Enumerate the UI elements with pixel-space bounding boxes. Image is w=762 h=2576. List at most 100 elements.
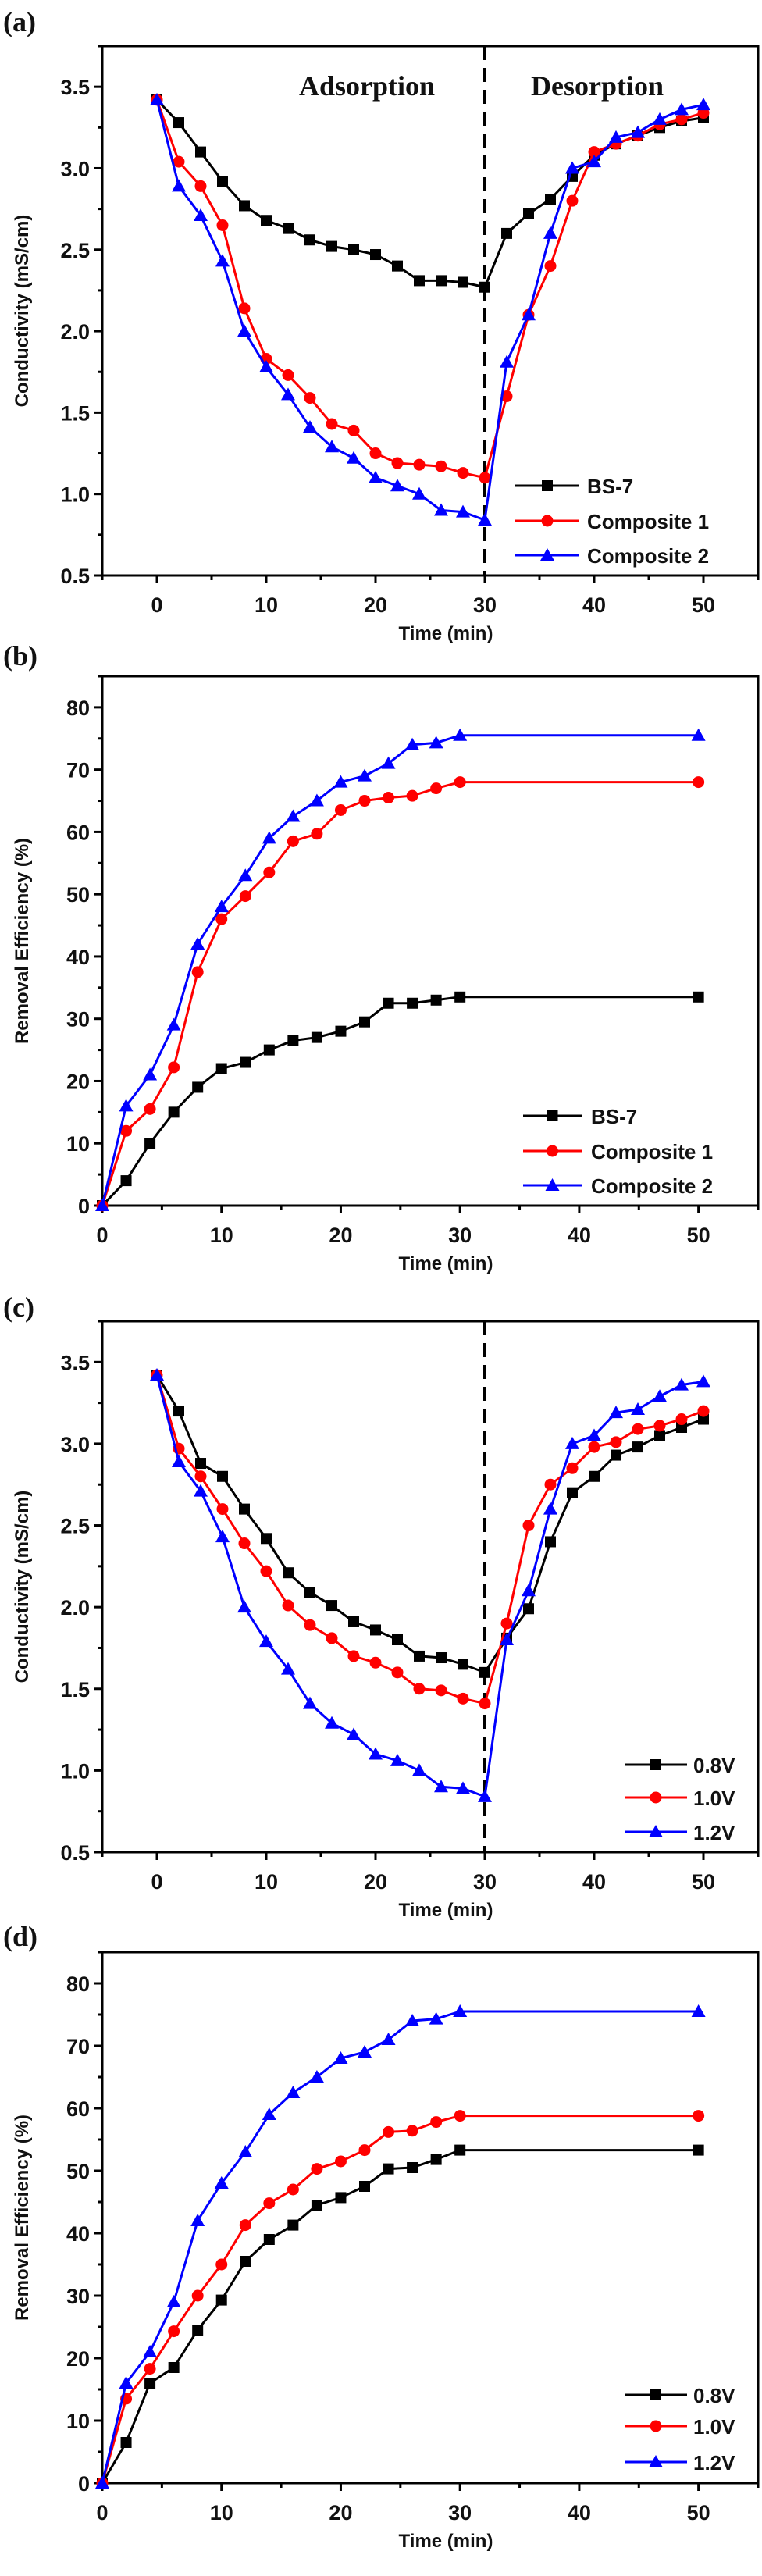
x-tick-label: 0 bbox=[96, 2501, 108, 2524]
data-point bbox=[262, 2107, 276, 2120]
data-point bbox=[190, 936, 205, 950]
data-point bbox=[144, 1138, 156, 1149]
data-point bbox=[215, 1063, 227, 1074]
data-point bbox=[239, 1503, 250, 1515]
data-point bbox=[283, 1567, 294, 1579]
legend-label: Composite 1 bbox=[587, 510, 709, 533]
data-point bbox=[172, 1454, 186, 1467]
data-point bbox=[434, 503, 448, 516]
x-tick-label: 20 bbox=[364, 1870, 387, 1894]
legend-label: 1.0V bbox=[693, 1787, 735, 1810]
y-tick-label: 0 bbox=[78, 1195, 90, 1218]
legend-marker bbox=[650, 1791, 662, 1804]
data-point bbox=[214, 900, 229, 913]
data-point bbox=[412, 1763, 426, 1776]
series-bs-7 bbox=[151, 94, 709, 293]
data-point bbox=[654, 1430, 665, 1441]
y-tick-label: 1.0 bbox=[60, 483, 90, 507]
y-tick-label: 0 bbox=[78, 2472, 90, 2496]
data-point bbox=[214, 2176, 229, 2189]
data-point bbox=[588, 146, 600, 159]
y-tick-label: 3.0 bbox=[60, 1433, 90, 1456]
series-bs-7 bbox=[97, 991, 704, 1211]
y-axis-title: Removal Efficiency (%) bbox=[12, 838, 33, 1044]
data-point bbox=[239, 2219, 251, 2232]
data-point bbox=[501, 227, 512, 239]
data-point bbox=[194, 208, 208, 221]
data-point bbox=[119, 2376, 134, 2389]
data-point bbox=[454, 2144, 466, 2156]
data-point bbox=[309, 2070, 324, 2083]
data-point bbox=[456, 1781, 470, 1794]
data-point bbox=[347, 451, 361, 464]
data-point bbox=[675, 1413, 688, 1426]
data-point bbox=[215, 2258, 228, 2271]
data-point bbox=[522, 308, 536, 321]
series-composite-2 bbox=[150, 92, 710, 526]
x-tick-label: 30 bbox=[473, 1870, 497, 1894]
panel-label: (d) bbox=[3, 1921, 37, 1952]
data-point bbox=[216, 219, 229, 231]
data-point bbox=[144, 1103, 156, 1115]
data-point bbox=[436, 275, 447, 287]
data-point bbox=[119, 1099, 134, 1112]
series-line bbox=[155, 98, 704, 289]
data-point bbox=[347, 424, 360, 436]
data-point bbox=[589, 1470, 600, 1482]
y-tick-label: 50 bbox=[66, 2160, 90, 2183]
data-point bbox=[454, 991, 466, 1003]
data-point bbox=[392, 1634, 403, 1645]
data-point bbox=[693, 2110, 705, 2122]
x-tick-label: 50 bbox=[687, 1224, 710, 1247]
data-point bbox=[217, 176, 228, 187]
data-point bbox=[414, 1650, 425, 1662]
data-point bbox=[543, 1502, 557, 1515]
x-tick-label: 50 bbox=[692, 1870, 715, 1894]
data-point bbox=[391, 457, 404, 469]
x-tick-label: 30 bbox=[448, 1224, 472, 1247]
y-tick-label: 1.5 bbox=[60, 401, 90, 425]
legend-label: 1.2V bbox=[693, 2451, 735, 2474]
legend-marker bbox=[650, 2389, 661, 2400]
legend-label: 0.8V bbox=[693, 2384, 735, 2407]
data-point bbox=[194, 1470, 207, 1483]
legend-marker bbox=[545, 1178, 560, 1191]
data-point bbox=[309, 793, 324, 807]
data-point bbox=[406, 2125, 418, 2137]
x-tick-label: 10 bbox=[210, 2501, 233, 2524]
data-point bbox=[311, 1031, 322, 1043]
x-tick-label: 20 bbox=[329, 1224, 352, 1247]
data-point bbox=[631, 125, 645, 138]
x-tick-label: 50 bbox=[687, 2501, 710, 2524]
legend-marker bbox=[649, 2455, 663, 2467]
data-point bbox=[263, 866, 276, 878]
x-tick-label: 10 bbox=[210, 1224, 233, 1247]
x-tick-label: 10 bbox=[255, 1870, 278, 1894]
series-line bbox=[101, 734, 699, 1206]
legend-marker bbox=[547, 1110, 558, 1121]
plot-frame bbox=[101, 1951, 760, 2485]
data-point bbox=[609, 130, 623, 143]
y-tick-label: 0.5 bbox=[60, 565, 90, 588]
data-point bbox=[566, 1462, 579, 1474]
data-point bbox=[240, 1056, 251, 1068]
data-point bbox=[567, 1487, 578, 1498]
data-point bbox=[653, 112, 667, 125]
series-0-8v bbox=[151, 1370, 709, 1678]
data-point bbox=[168, 1061, 180, 1074]
y-tick-label: 80 bbox=[66, 697, 90, 720]
data-point bbox=[150, 92, 164, 105]
legend-label: 1.2V bbox=[693, 1821, 735, 1844]
panel-label: (b) bbox=[3, 640, 37, 672]
y-axis-title: Conductivity (mS/cm) bbox=[12, 215, 33, 408]
y-tick-label: 60 bbox=[66, 821, 90, 844]
data-point bbox=[359, 1016, 370, 1028]
data-point bbox=[676, 1422, 687, 1433]
x-axis-title: Time (min) bbox=[399, 1253, 493, 1274]
legend-item: Composite 2 bbox=[523, 1174, 713, 1198]
data-point bbox=[390, 1753, 404, 1766]
series-line bbox=[101, 2010, 699, 2484]
legend-marker bbox=[540, 548, 554, 561]
data-point bbox=[259, 359, 273, 372]
